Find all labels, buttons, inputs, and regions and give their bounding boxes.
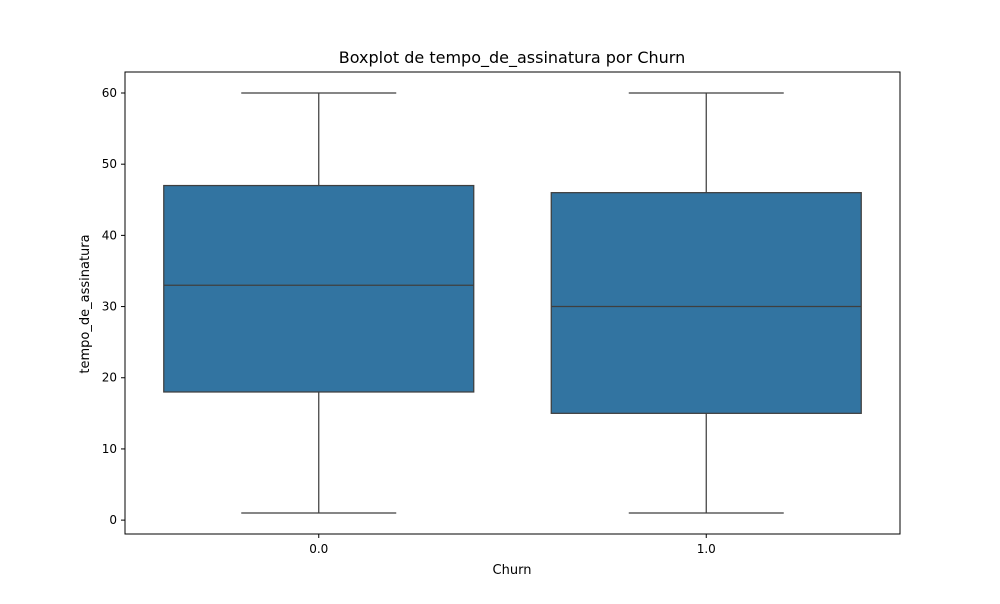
box-iqr xyxy=(550,192,862,414)
box-group xyxy=(550,92,862,514)
x-axis-label: Churn xyxy=(493,563,532,578)
y-axis-label: tempo_de_assinatura xyxy=(78,234,93,373)
y-tick-label: 60 xyxy=(102,86,117,100)
y-tick-label: 0 xyxy=(109,513,117,527)
y-tick-label: 30 xyxy=(102,300,117,314)
plot-frame xyxy=(124,71,901,535)
x-tick-label: 0.0 xyxy=(309,542,328,556)
box-iqr xyxy=(163,184,475,393)
y-axis-ticks: 0 10 20 30 40 50 60 xyxy=(102,86,125,527)
box-group xyxy=(163,92,475,514)
y-tick-label: 40 xyxy=(102,228,117,242)
x-axis-ticks: 0.0 1.0 xyxy=(309,534,716,556)
plot-area xyxy=(163,92,862,514)
y-tick-label: 20 xyxy=(102,371,117,385)
chart-title: Boxplot de tempo_de_assinatura por Churn xyxy=(339,48,685,68)
y-tick-label: 10 xyxy=(102,442,117,456)
x-tick-label: 1.0 xyxy=(697,542,716,556)
y-tick-label: 50 xyxy=(102,157,117,171)
